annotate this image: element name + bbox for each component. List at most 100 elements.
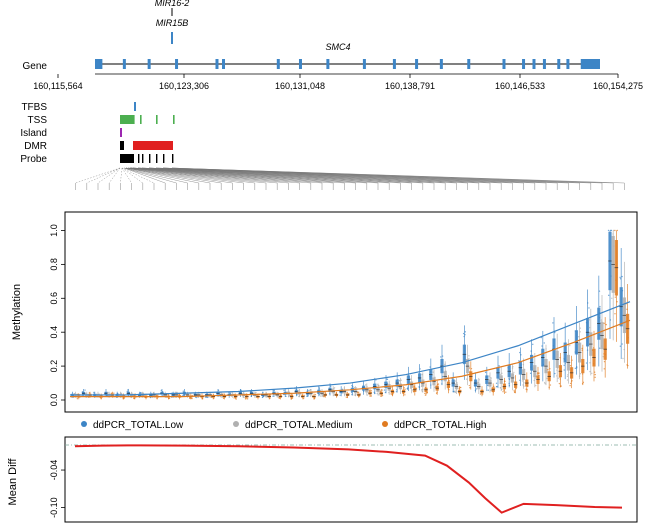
methylation-y-axis: 0.0 0.2 0.4 0.6 0.8 1.0 xyxy=(49,224,66,406)
meth-sample-point xyxy=(488,375,490,377)
meth-sample-point xyxy=(353,394,355,396)
meth-sample-point xyxy=(353,386,356,389)
probe-mark xyxy=(120,154,134,163)
gene-exon xyxy=(532,59,536,69)
probe-connector xyxy=(132,167,390,184)
meth-sample-point xyxy=(283,389,285,392)
meth-sample-point xyxy=(621,343,623,345)
meth-sample-point xyxy=(376,392,378,395)
meth-sample-point xyxy=(616,229,618,232)
meth-sample-point xyxy=(378,394,380,396)
meth-trend-high xyxy=(70,319,631,398)
probe-mark xyxy=(120,141,124,150)
meth-sample-point xyxy=(339,394,341,396)
meandiff-line xyxy=(74,444,623,514)
gene-exon xyxy=(147,59,151,69)
island-mark xyxy=(120,128,122,137)
meth-sample-point xyxy=(222,397,225,400)
meth-sample-point xyxy=(381,394,384,397)
probe-connector xyxy=(125,167,222,184)
legend-marker-low xyxy=(81,421,87,427)
meth-sample-point xyxy=(386,378,388,380)
meth-sample-point xyxy=(591,372,593,375)
meth-sample-point xyxy=(454,380,456,382)
gene-exon xyxy=(582,59,600,69)
probe-connector-fan xyxy=(75,167,625,190)
meth-sample-point xyxy=(621,275,623,278)
meth-sample-point xyxy=(314,393,317,396)
meth-sample-point xyxy=(554,372,556,375)
meth-sample-point xyxy=(487,389,489,391)
gene-exon xyxy=(557,59,561,69)
meth-sample-point xyxy=(614,229,616,232)
meth-sample-point xyxy=(468,355,470,357)
meth-sample-point xyxy=(588,307,590,309)
meth-sample-point xyxy=(182,390,185,392)
gene-exon xyxy=(326,59,330,69)
meth-sample-point xyxy=(424,392,426,395)
meth-sample-point xyxy=(479,393,482,395)
meth-sample-point xyxy=(476,381,479,383)
meth-sample-point xyxy=(535,384,537,387)
meth-sample-point xyxy=(532,343,534,346)
meth-sample-point xyxy=(464,331,466,333)
meth-sample-point xyxy=(406,387,409,390)
meth-sample-point xyxy=(244,398,247,400)
meth-sample-point xyxy=(389,384,391,386)
meth-sample-point xyxy=(546,377,548,380)
meth-sample-point xyxy=(521,380,524,382)
meth-sample-point xyxy=(541,345,543,347)
meth-sample-point xyxy=(574,367,577,370)
meth-sample-point xyxy=(404,394,406,396)
meth-y-tick-label: 1.0 xyxy=(49,224,59,237)
methylation-ylabel: Methylation xyxy=(11,284,23,340)
gene-coord-label: 160,138,791 xyxy=(385,81,435,91)
meth-sample-point xyxy=(585,362,588,364)
gene-exon xyxy=(222,59,226,69)
gene-exon xyxy=(95,59,102,69)
legend-marker-high xyxy=(382,421,388,427)
meth-trend-low xyxy=(70,301,631,396)
meth-sample-point xyxy=(513,389,515,392)
meth-sample-point xyxy=(291,394,294,396)
gene-exon xyxy=(276,59,280,69)
meth-sample-point xyxy=(400,379,402,381)
meth-sample-point xyxy=(605,323,607,326)
mirna-label-1: MIR16-2 xyxy=(155,0,190,8)
meandiff-y-tick-label: -0.04 xyxy=(49,460,59,481)
meth-sample-point xyxy=(469,387,471,389)
meth-sample-point xyxy=(462,332,465,335)
meth-sample-point xyxy=(603,368,606,370)
gene-exon xyxy=(122,59,126,69)
meth-sample-point xyxy=(233,397,235,399)
meth-sample-point xyxy=(549,384,552,386)
tss-mark xyxy=(120,115,134,124)
meth-sample-point xyxy=(490,377,492,379)
legend-label-low: ddPCR_TOTAL.Low xyxy=(93,420,184,431)
meth-sample-point xyxy=(468,367,471,369)
meth-sample-point xyxy=(107,392,109,394)
meth-y-tick-label: 0.4 xyxy=(49,326,59,339)
meth-sample-point xyxy=(569,384,571,387)
meth-sample-point xyxy=(614,313,616,315)
annotation-track-labels: TFBS TSS Island DMR Probe xyxy=(20,102,47,165)
meth-sample-point xyxy=(495,382,498,385)
tss-mark xyxy=(156,115,158,124)
meth-sample-point xyxy=(454,390,456,392)
meth-sample-point xyxy=(607,229,610,232)
probe-connector xyxy=(127,167,267,184)
probe-mark xyxy=(138,154,140,163)
meth-sample-point xyxy=(490,389,492,392)
gene-track-label: Gene xyxy=(23,61,48,72)
meth-sample-point xyxy=(84,389,86,391)
meth-sample-point xyxy=(364,384,367,386)
meth-sample-point xyxy=(555,349,557,351)
meth-sample-point xyxy=(594,373,596,376)
dmr-mark xyxy=(133,141,173,150)
meth-sample-point xyxy=(222,393,224,395)
meth-sample-point xyxy=(297,389,299,392)
gene-coord-label: 160,131,048 xyxy=(275,81,325,91)
meth-sample-point xyxy=(468,384,471,387)
meth-sample-point xyxy=(182,394,184,397)
